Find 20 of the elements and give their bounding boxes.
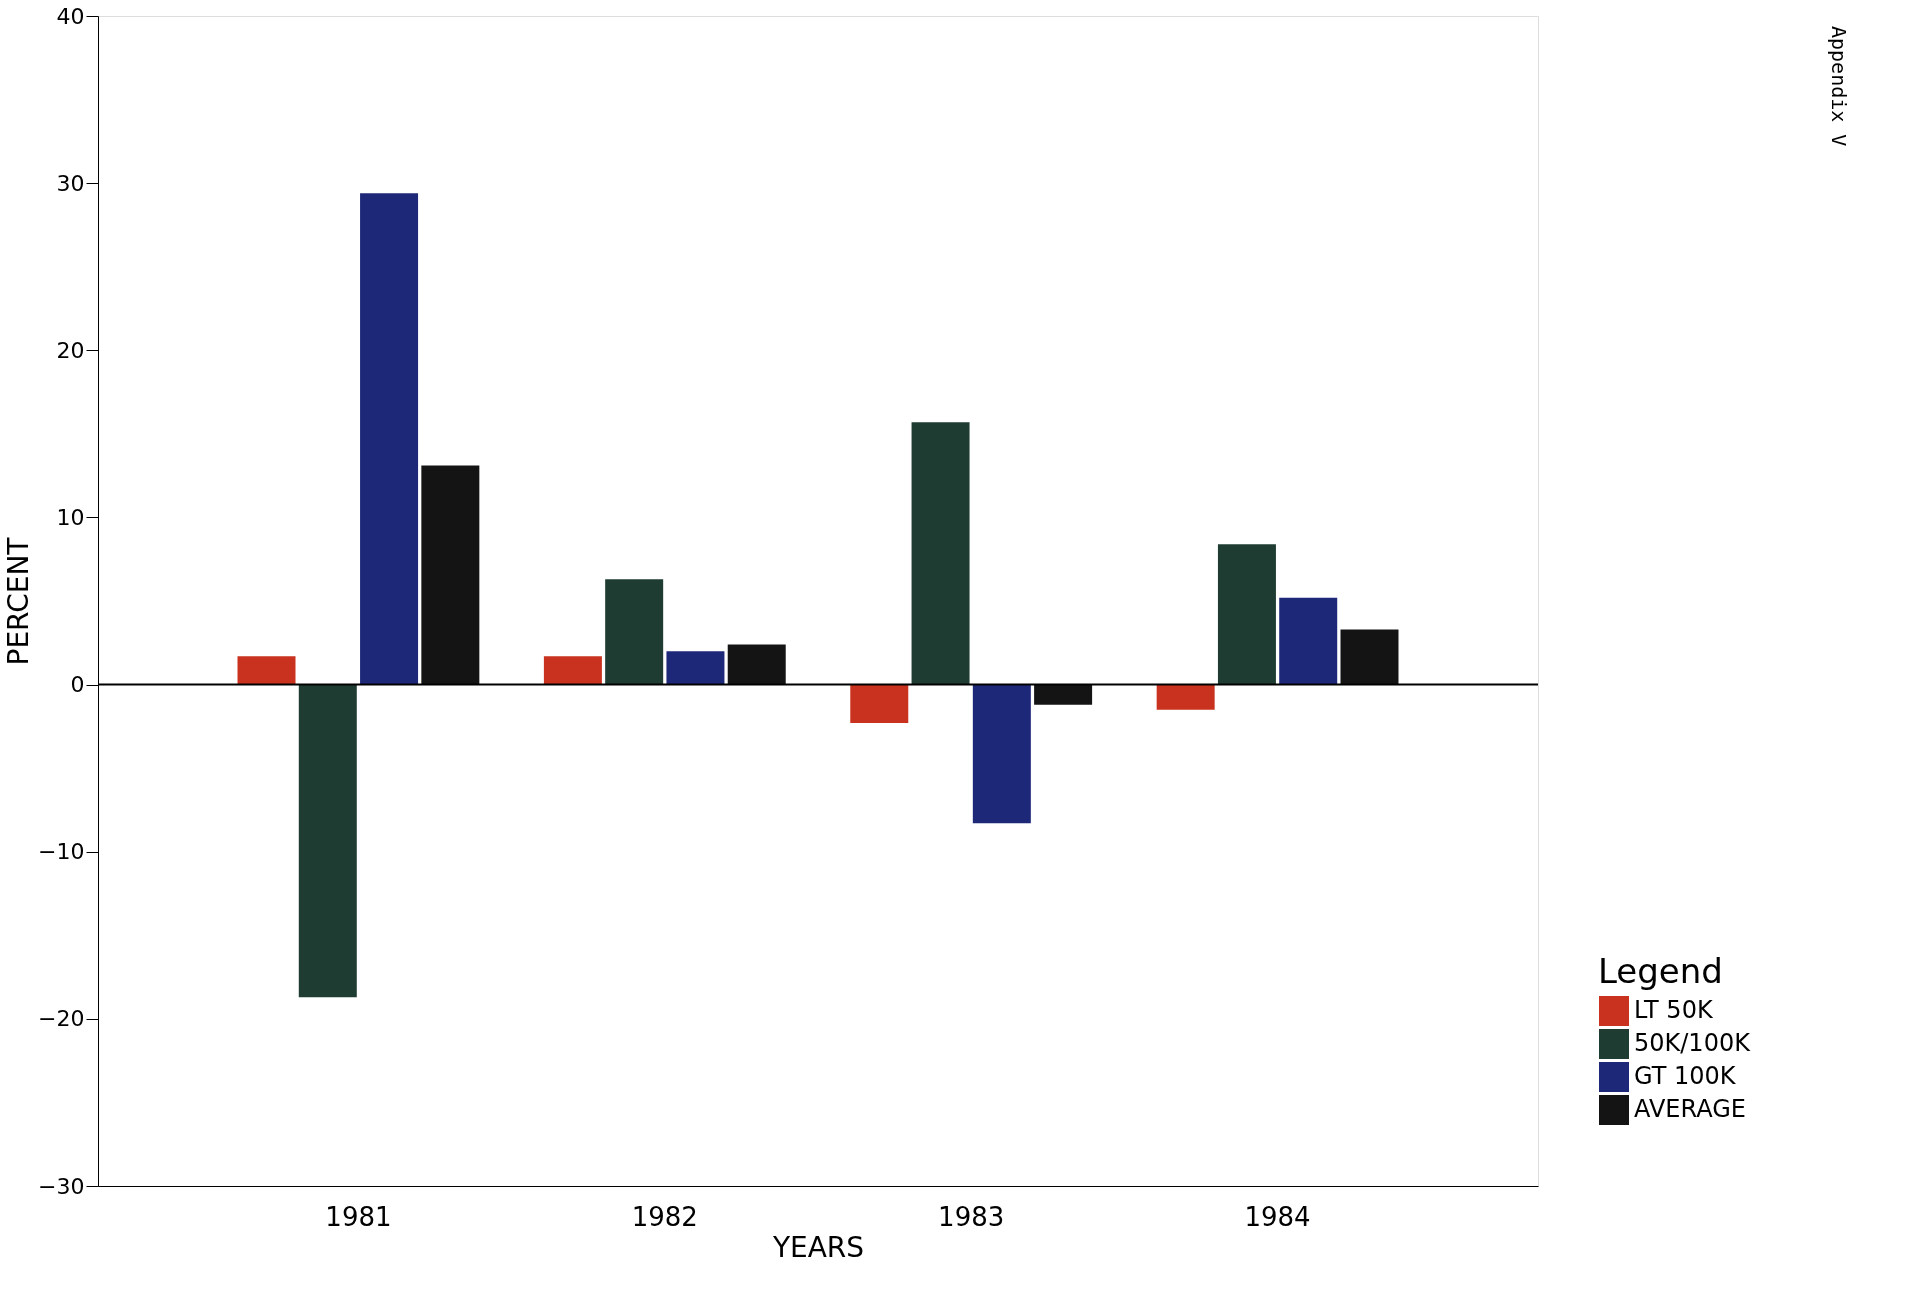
x-axis-title: YEARS — [771, 1230, 865, 1264]
x-tick-label: 1982 — [631, 1201, 698, 1232]
y-tick-label: 20 — [56, 337, 85, 363]
text: Appendix V — [1827, 26, 1851, 147]
y-tick-label: 40 — [56, 3, 85, 29]
legend-label: AVERAGE — [1634, 1095, 1746, 1123]
legend-label: LT 50K — [1634, 996, 1714, 1024]
y-tick-label: 0 — [70, 672, 85, 698]
legend-label: GT 100K — [1634, 1062, 1737, 1090]
legend-title: Legend — [1598, 951, 1723, 991]
y-tick-label: −10 — [38, 839, 85, 865]
x-tick-label: 1981 — [325, 1201, 392, 1232]
y-tick-label: −20 — [38, 1006, 85, 1032]
y-tick-label: 30 — [56, 170, 85, 196]
legend-label: 50K/100K — [1634, 1029, 1752, 1057]
y-tick-label: 10 — [56, 504, 85, 530]
y-axis-title: PERCENT — [2, 536, 36, 666]
x-tick-label: 1984 — [1244, 1201, 1311, 1232]
y-tick-label: −30 — [38, 1173, 85, 1199]
x-tick-label: 1983 — [938, 1201, 1005, 1232]
